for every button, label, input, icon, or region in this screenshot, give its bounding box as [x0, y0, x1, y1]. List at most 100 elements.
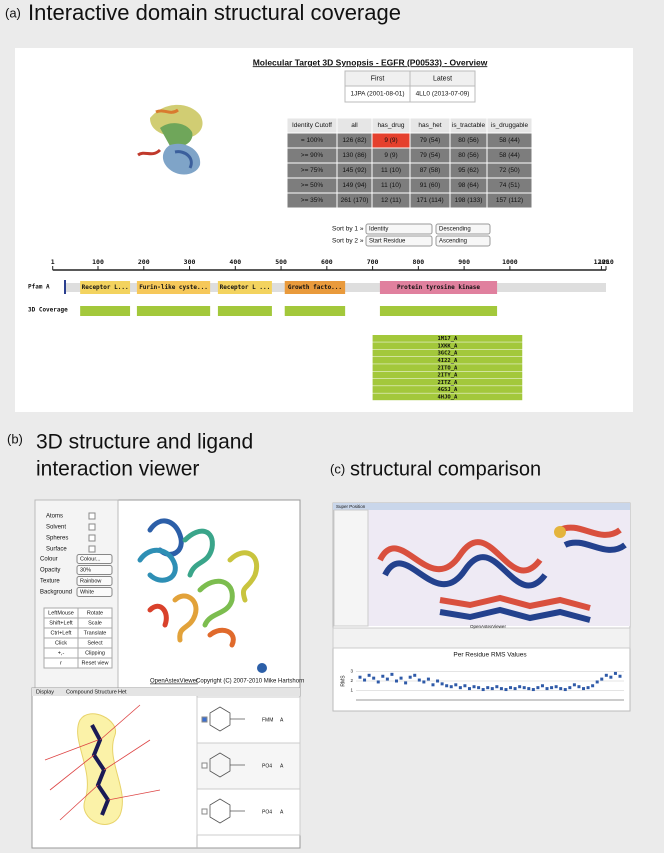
rms-point	[513, 687, 517, 691]
axis-label: RMS	[340, 675, 346, 687]
select-box	[76, 576, 113, 586]
table-cell-text: = 100%	[301, 137, 323, 144]
rms-point	[527, 687, 531, 691]
sidebar	[333, 509, 369, 627]
table-header: Identity Cutoff	[292, 122, 332, 129]
y-tick-label: 1	[350, 688, 353, 693]
select-value: Rainbow	[80, 578, 101, 584]
table-header: has_het	[418, 122, 441, 129]
rms-point	[595, 680, 599, 684]
structure-label: 3GC2_A	[437, 351, 458, 357]
rms-point	[454, 683, 458, 687]
mouse-action: Select	[87, 640, 103, 646]
table-cell-text: 149 (94)	[342, 182, 366, 189]
sequence-start	[64, 280, 66, 294]
synopsis-title: Molecular Target 3D Synopsis - EGFR (P00…	[253, 57, 488, 67]
table-cell-text: >= 50%	[301, 182, 324, 189]
table-cell-text: 74 (51)	[499, 182, 520, 189]
table-cell-text: 261 (170)	[341, 197, 369, 204]
ligand-row	[196, 742, 301, 790]
domain	[284, 281, 346, 294]
superposed-ribbons	[377, 524, 627, 623]
rms-point	[404, 681, 408, 685]
domain	[217, 281, 272, 294]
control-label: Background	[40, 590, 72, 596]
rms-point	[522, 686, 526, 690]
select-value: Colour...	[80, 556, 101, 562]
table-cell-text: 91 (60)	[420, 182, 441, 189]
table-header: Latest	[433, 75, 452, 82]
structure-bar	[372, 356, 523, 364]
table-header: First	[371, 75, 385, 82]
control-label: Texture	[40, 579, 60, 585]
structure-bar	[372, 393, 523, 401]
sort-label: Sort by 2 »	[332, 238, 364, 245]
rms-point	[550, 686, 554, 690]
select-value: Ascending	[439, 239, 467, 245]
mouse-key: r	[60, 660, 62, 666]
mouse-action: Rotate	[87, 610, 103, 616]
rms-point	[477, 686, 481, 690]
ruler-tick-label: 400	[229, 258, 241, 266]
rms-point	[445, 684, 449, 688]
rms-point	[467, 687, 471, 691]
rms-point	[563, 688, 567, 692]
structure-bar	[372, 386, 523, 393]
ruler-tick-label: 600	[321, 258, 333, 266]
structure-label: 4G5J_A	[437, 387, 458, 393]
rms-point	[431, 683, 435, 687]
table-cell-text: 80 (56)	[458, 152, 479, 159]
table-cell-text: 11 (10)	[381, 182, 401, 189]
structure-label: 2ITO_A	[437, 365, 458, 371]
rms-point	[586, 686, 590, 690]
domain	[136, 281, 211, 294]
rms-point	[509, 686, 513, 690]
mouse-key: Ctrl+Left	[51, 630, 72, 636]
domain-label: Protein tyrosine kinase	[397, 284, 480, 291]
rms-point	[363, 678, 367, 682]
rms-point	[372, 676, 376, 680]
chain: A	[280, 717, 284, 723]
ruler-tick-label: 1	[51, 258, 55, 266]
select-value: 30%	[80, 567, 91, 573]
rms-point	[568, 686, 572, 690]
rms-point	[618, 674, 622, 678]
sidebar-title: Super Position	[336, 504, 366, 509]
ligand-row	[196, 696, 301, 744]
rms-point	[490, 687, 494, 691]
y-tick-label: 3	[350, 669, 353, 674]
coverage-bar	[217, 306, 272, 316]
table-cell-text: 198 (133)	[455, 197, 483, 204]
rms-point	[591, 684, 595, 688]
table-header: all	[351, 122, 358, 129]
coverage-bar	[284, 306, 346, 316]
tab: Het	[118, 689, 127, 695]
panel-label: (a)	[5, 5, 21, 20]
checkbox	[201, 808, 208, 815]
rms-point	[463, 684, 467, 688]
details-table	[332, 627, 631, 649]
ruler-tick-label: 200	[138, 258, 150, 266]
domain-label: Growth facto...	[288, 284, 342, 291]
coverage-bar	[80, 306, 131, 316]
table-cell-text: 9 (9)	[384, 137, 397, 144]
rms-point	[449, 685, 453, 689]
compound-sketch	[209, 798, 245, 824]
rms-point	[436, 679, 440, 683]
structure-bar	[372, 378, 523, 386]
credit-link: OpenAstexViewer	[150, 679, 198, 685]
rms-point	[426, 677, 430, 681]
ruler-tick-label: 700	[367, 258, 379, 266]
select-value: White	[80, 589, 94, 595]
rms-point	[582, 687, 586, 691]
compound-sketch	[209, 752, 245, 778]
rms-point	[417, 678, 421, 682]
table-cell-text: 126 (82)	[342, 137, 366, 144]
select-box	[76, 554, 113, 564]
viewer-logo	[257, 663, 267, 673]
rms-point	[394, 679, 398, 683]
table-cell-text: 4LL0 (2013-07-09)	[416, 91, 470, 98]
table-header: is_tractable	[452, 122, 486, 129]
checkbox	[88, 545, 96, 553]
ligand	[554, 526, 566, 538]
